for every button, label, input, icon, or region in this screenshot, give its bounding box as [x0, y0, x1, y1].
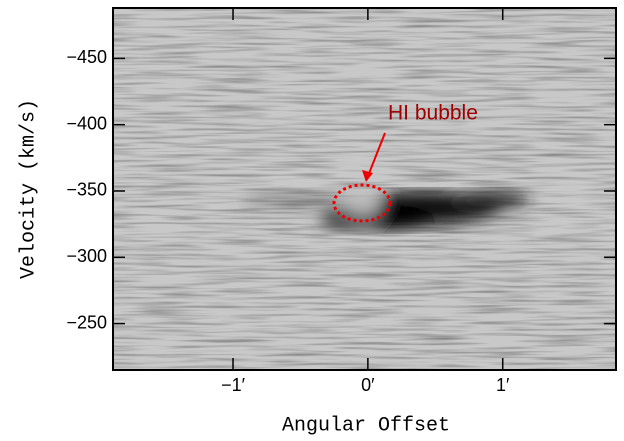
x-tick-label: −1′ — [221, 375, 246, 395]
noise — [113, 8, 616, 370]
y-tick-label: −300 — [66, 246, 107, 266]
x-tick-label: 1′ — [496, 375, 510, 395]
annotation-arrow — [367, 132, 386, 177]
y-tick-label: −400 — [66, 113, 107, 133]
y-tick-label: −250 — [66, 312, 107, 332]
frame — [112, 7, 617, 371]
y-axis-label: Velocity (km/s) — [17, 99, 40, 279]
arrow-head — [362, 170, 373, 182]
y-tick-label: −450 — [66, 47, 107, 67]
annotation: HI bubble — [388, 102, 478, 125]
x-tick-label: 0′ — [361, 375, 375, 395]
x-axis-label: Angular Offset — [282, 414, 450, 437]
y-tick-label: −350 — [66, 180, 107, 200]
bubble-marker — [332, 183, 392, 223]
emission — [240, 191, 530, 230]
image — [113, 8, 616, 370]
